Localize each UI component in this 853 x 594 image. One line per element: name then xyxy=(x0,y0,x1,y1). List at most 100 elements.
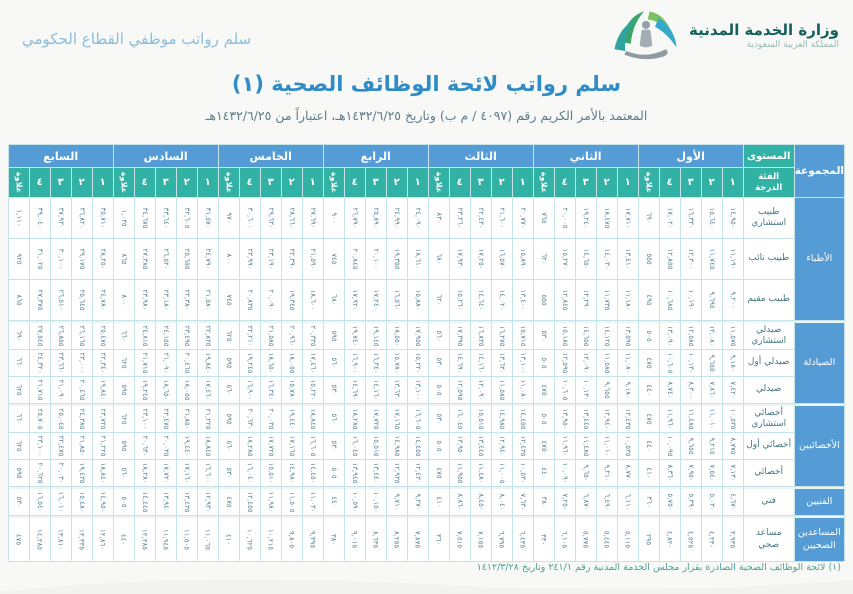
level-header: الثاني xyxy=(533,145,638,167)
salary-cell: ٧,١٣٠ xyxy=(722,460,743,486)
salary-cell: ٧,٥١٥ xyxy=(449,516,470,561)
salary-cell: ١١,٥٠٥ xyxy=(176,516,197,561)
allowance-cell: ٥٠٥ xyxy=(638,321,659,349)
salary-cell: ٩,٢١٠ xyxy=(596,460,617,486)
salary-cell: ٢٣,٩٩٠ xyxy=(239,239,260,279)
salary-cell: ١٣,٩٤٥ xyxy=(344,460,365,486)
grade-col-header: ٤ xyxy=(134,168,155,197)
salary-cell: ١١,٠٨٠ xyxy=(512,377,533,403)
salary-cell: ١٢,٨٥٥ xyxy=(659,239,680,279)
salary-cell: ١٧,٧٢٠ xyxy=(155,460,176,486)
salary-cell: ١٣,٦٣٠ xyxy=(386,377,407,403)
salary-cell: ١٤,٦٤٠ xyxy=(470,280,491,320)
grade-col-header: ٣ xyxy=(365,168,386,197)
ministry-emblem-icon xyxy=(609,6,683,64)
salary-cell: ١٣,٥٩٥ xyxy=(617,321,638,349)
salary-cell: ١١,٩٦٠ xyxy=(659,404,680,432)
salary-cell: ٢٣,٩٨٠ xyxy=(134,280,155,320)
salary-cell: ١٧,١٦٥ xyxy=(386,404,407,432)
table-row: الفنيين فني ٤,٦٧٠ ٥,٠٣٠ ٥,٣٩٠ ٥,٧٥٠ ٣٦٠ ٦,١١٠ ٦,… xyxy=(8,487,844,515)
salary-cell: ٢٢,٤٧٥ xyxy=(155,404,176,432)
salary-cell: ١٣,٩٥٠ xyxy=(449,433,470,459)
table-row: طبيب مقيم ٩,٢٠٠ ٩,٦٩٥ ١٠,١٩٠ ١٠,٦٨٥ ٤٩٥ ١١,١٨٠… xyxy=(8,280,844,320)
allowance-cell: ٥٩٥ xyxy=(323,321,344,349)
salary-cell: ٢٣,٤٩٥ xyxy=(176,321,197,349)
salary-cell: ١٢,٣٨٥ xyxy=(134,516,155,561)
grade-col-header: ٤ xyxy=(29,168,50,197)
salary-table: المجموعة المستوى الأول الثاني الثالث الرابع ال… xyxy=(7,144,845,562)
allowance-cell: ٨٣٠ xyxy=(428,198,449,238)
salary-cell: ١١,٠١٠ xyxy=(596,433,617,459)
salary-cell: ١٧,٢٥٠ xyxy=(470,239,491,279)
salary-cell: ٢٠,٠٣٠ xyxy=(50,460,71,486)
allowance-cell: ٥٣٠ xyxy=(428,350,449,376)
salary-cell: ١٦,٢٧٥ xyxy=(491,321,512,349)
salary-cell: ٢٦,٧٩٠ xyxy=(344,198,365,238)
group-cell: الصيادلة xyxy=(794,321,844,403)
salary-cell: ١٩,٨٤٠ xyxy=(92,377,113,403)
salary-cell: ١٨,٠٥٥ xyxy=(176,377,197,403)
grade-col-header: ١ xyxy=(512,168,533,197)
allowance-cell: ٤٤٠ xyxy=(323,487,344,515)
salary-cell: ١٣,٩٤٠ xyxy=(155,487,176,515)
salary-cell: ١٥,٦٤٠ xyxy=(701,198,722,238)
salary-cell: ٢٣,٧٢٥ xyxy=(92,404,113,432)
salary-cell: ١٥,٢٧٠ xyxy=(554,239,575,279)
allowance-cell: ٤٧٥ xyxy=(533,377,554,403)
salary-cell: ١٤,٠٢٠ xyxy=(491,280,512,320)
salary-cell: ٢٢,٣٨٠ xyxy=(176,280,197,320)
salary-cell: ١٧,٩٢٠ xyxy=(344,280,365,320)
top-bar: سلم رواتب موظفي القطاع الحكومي وزارة الخ… xyxy=(0,0,853,62)
salary-cell: ١١,٩٤٥ xyxy=(155,516,176,561)
grade-col-header: ١ xyxy=(92,168,113,197)
salary-cell: ٢٥,٧٠٥ xyxy=(29,404,50,432)
salary-cell: ١٢,٠٩٠ xyxy=(575,350,596,376)
allowance-cell: ٢٩٥ xyxy=(638,516,659,561)
salary-cell: ١١,٥٠٥ xyxy=(281,487,302,515)
salary-cell: ١٤,٩٨٥ xyxy=(386,433,407,459)
salary-cell: ١١,٩٥٥ xyxy=(449,460,470,486)
allowance-cell: ٥٣٠ xyxy=(218,460,239,486)
col-header-level: المستوى xyxy=(743,145,794,167)
allowance-cell: ٦٢٠ xyxy=(533,239,554,279)
salary-cell: ١٢,٠٨٠ xyxy=(701,321,722,349)
allowance-cell: ٤٩٥ xyxy=(638,280,659,320)
salary-cell: ١٢,٩٣٠ xyxy=(197,487,218,515)
salary-cell: ٢٣,١٠٠ xyxy=(29,433,50,459)
salary-cell: ١١,٥٧٥ xyxy=(722,321,743,349)
salary-cell: ١٦,٠٤٥ xyxy=(449,404,470,432)
salary-cell: ٢٠,١٠٠ xyxy=(365,239,386,279)
salary-cell: ١٩,١٤٥ xyxy=(365,321,386,349)
salary-cell: ١٧,٤٦٠ xyxy=(197,377,218,403)
salary-cell: ١٤,٩٥٠ xyxy=(722,198,743,238)
salary-cell: ١٦,٣٣٠ xyxy=(680,198,701,238)
table-row: المساعدين الصحيين مساعد صحي ٣,٩٣٥ ٤,٢٣٠ ٤,٥٢… xyxy=(8,516,844,561)
salary-cell: ٢٥,٦٥٥ xyxy=(176,239,197,279)
salary-cell: ٣١,٠٢٥ xyxy=(29,239,50,279)
allowance-cell: ١,٠٣٥ xyxy=(113,198,134,238)
allowance-cell: ٧٤٥ xyxy=(323,239,344,279)
allowance-cell: ٤٧٥ xyxy=(638,404,659,432)
job-title-cell: أخصائي استشاري xyxy=(743,404,794,432)
salary-cell: ١٧,٩٥٥ xyxy=(407,321,428,349)
allowance-col-header: علاوة xyxy=(8,168,29,197)
allowance-cell: ٥٠٥ xyxy=(428,377,449,403)
salary-cell: ١١,٥٨٥ xyxy=(491,377,512,403)
salary-cell: ١٤,٤٤٥ xyxy=(134,487,155,515)
grade-col-header: ٤ xyxy=(659,168,680,197)
grade-col-header: ٤ xyxy=(344,168,365,197)
salary-cell: ١٦,٦٠٥ xyxy=(407,404,428,432)
group-cell: المساعدين الصحيين xyxy=(794,516,844,561)
salary-cell: ٣٣,٦٤٠ xyxy=(155,198,176,238)
salary-cell: ١٨,٦١٠ xyxy=(407,239,428,279)
allowance-cell: ٦٢٠ xyxy=(428,280,449,320)
salary-cell: ٦,١١٠ xyxy=(617,487,638,515)
salary-cell: ١٢,٨٦٠ xyxy=(92,516,113,561)
salary-cell: ١٤,١٢٥ xyxy=(596,321,617,349)
salary-cell: ١١,٠٣٠ xyxy=(302,487,323,515)
allowance-cell: ٨٦٥ xyxy=(113,239,134,279)
salary-cell: ٣٢,٦٠٥ xyxy=(176,198,197,238)
salary-cell: ٨,٣٠٠ xyxy=(680,377,701,403)
salary-cell: ٢٢,٤٣٠ xyxy=(470,198,491,238)
